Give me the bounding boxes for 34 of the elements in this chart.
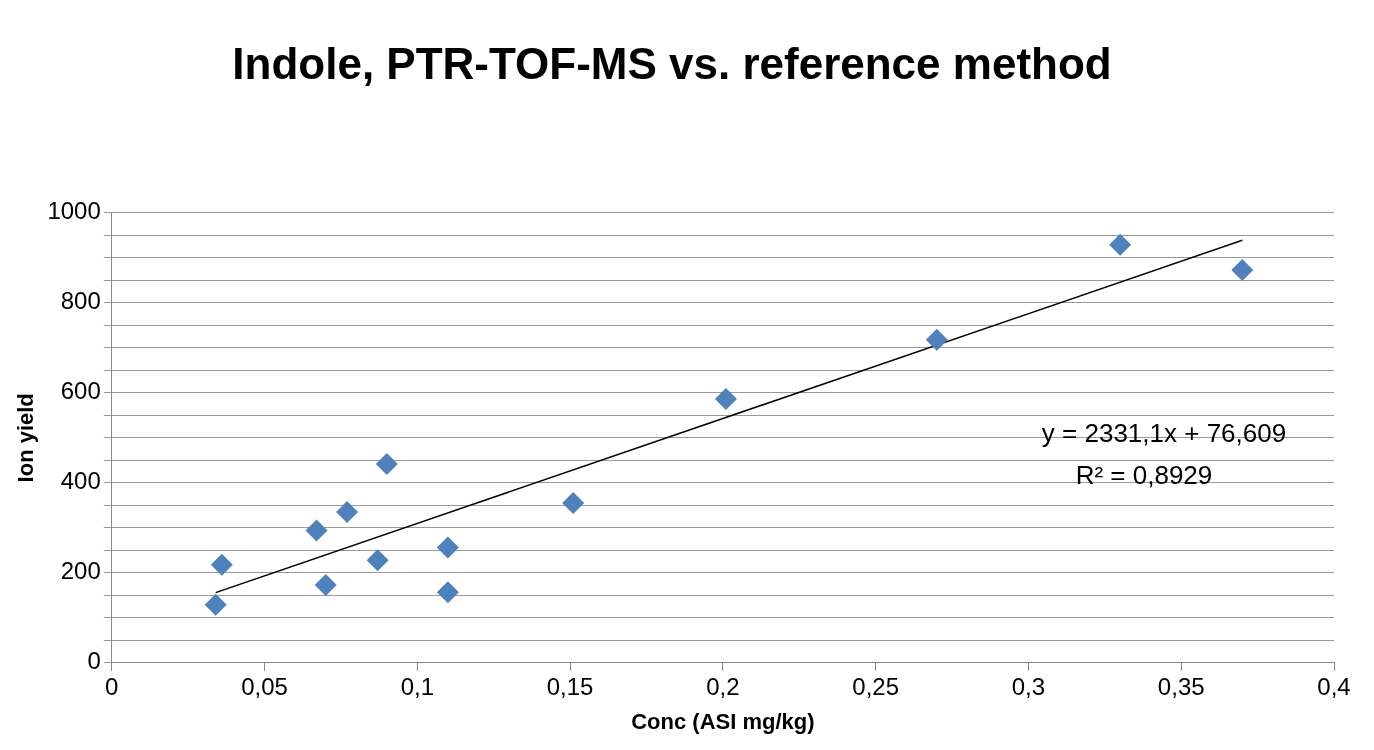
- x-tick-label: 0: [105, 672, 119, 700]
- x-tick-label: 0,1: [400, 672, 435, 700]
- point: [925, 328, 948, 351]
- chart-title: Indole, PTR-TOF-MS vs. reference method: [232, 38, 1112, 88]
- y-axis-title: Ion yield: [13, 393, 39, 483]
- y-tick-label: 400: [60, 467, 101, 495]
- point: [314, 573, 337, 596]
- point: [436, 581, 459, 604]
- y-tick-label: 0: [87, 647, 101, 675]
- x-tick-label: 0,35: [1157, 672, 1205, 700]
- x-tick-label: 0,4: [1317, 672, 1351, 700]
- x-axis-title: Conc (ASI mg/kg): [631, 708, 815, 734]
- point: [336, 501, 359, 524]
- point: [366, 549, 389, 572]
- point: [204, 593, 227, 616]
- point: [375, 452, 398, 475]
- annotation: y = 2331,1x + 76,609: [1041, 417, 1287, 448]
- point: [1109, 233, 1132, 256]
- x-tick-label: 0,05: [241, 672, 288, 700]
- y-tick-label: 1000: [47, 197, 101, 225]
- point: [1231, 258, 1254, 281]
- point: [562, 492, 585, 515]
- y-tick-label: 200: [60, 557, 101, 585]
- x-tick-label: 0,3: [1011, 672, 1046, 700]
- point: [305, 519, 328, 542]
- y-tick-label: 800: [60, 287, 101, 315]
- x-tick-label: 0,25: [852, 672, 900, 700]
- annotation: R² = 0,8929: [1075, 459, 1213, 490]
- point: [210, 553, 233, 576]
- x-tick-label: 0,15: [546, 672, 594, 700]
- y-tick-label: 600: [60, 377, 101, 405]
- x-tick-label: 0,2: [706, 672, 740, 700]
- point: [714, 388, 737, 411]
- point: [436, 536, 459, 559]
